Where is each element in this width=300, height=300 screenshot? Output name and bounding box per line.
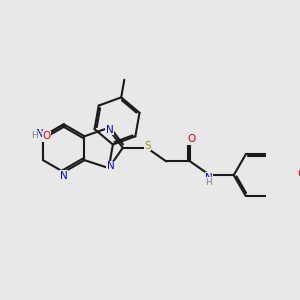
Text: N: N [60,171,68,181]
Text: H: H [31,131,38,140]
Text: H: H [206,178,212,187]
Text: S: S [144,141,151,151]
Text: O: O [42,131,50,141]
Text: N: N [36,130,43,140]
Text: N: N [106,125,113,135]
Text: N: N [106,161,114,171]
Text: O: O [297,169,300,179]
Text: O: O [187,134,195,144]
Text: N: N [205,173,213,183]
